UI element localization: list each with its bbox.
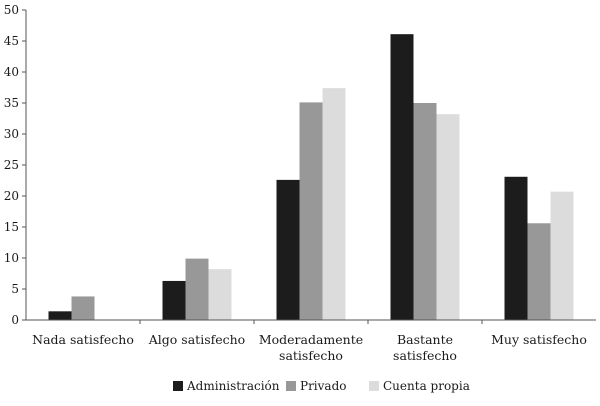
legend-swatch (173, 381, 183, 391)
x-tick-label: Muy satisfecho (491, 332, 587, 347)
bar-administraci-n (390, 34, 414, 321)
x-tick-label-line: Bastante (397, 332, 453, 347)
y-tick-label: 30 (4, 127, 19, 141)
y-axis: 0 5 10 15 20 25 30 35 40 45 50 (4, 3, 27, 327)
y-tick-label: 35 (4, 96, 19, 110)
bar-administraci-n (48, 311, 72, 320)
x-tick-label-line: Nada satisfecho (32, 332, 134, 347)
y-tick-label: 40 (4, 65, 19, 79)
y-tick-label: 20 (4, 189, 19, 203)
y-tick-label: 10 (4, 251, 19, 265)
legend-item: Privado (286, 379, 347, 393)
legend: Administración Privado Cuenta propia (173, 379, 470, 393)
category-group (48, 296, 95, 320)
x-tick-label: Moderadamente satisfecho (259, 332, 363, 363)
x-tick-label-line: Algo satisfecho (148, 332, 245, 347)
x-tick-label: Algo satisfecho (148, 332, 245, 347)
y-tick-label: 15 (4, 220, 19, 234)
legend-swatch (286, 381, 296, 391)
legend-item: Cuenta propia (369, 379, 470, 393)
bar-administraci-n (162, 280, 186, 320)
bar-privado (527, 223, 551, 320)
bar-privado (413, 103, 437, 320)
bar-privado (185, 258, 209, 320)
category-group (504, 176, 574, 320)
bar-cuenta-propia (322, 88, 346, 321)
y-tick-label: 25 (4, 158, 19, 172)
bars (48, 34, 574, 321)
y-tick-label: 5 (11, 282, 19, 296)
legend-label: Administración (186, 379, 280, 393)
legend-label: Privado (300, 379, 347, 393)
bar-cuenta-propia (208, 269, 232, 320)
bar-cuenta-propia (550, 191, 574, 320)
x-tick-label-line: satisfecho (393, 348, 457, 363)
category-group (162, 258, 232, 320)
category-group (276, 88, 346, 321)
legend-item: Administración (173, 379, 280, 393)
bar-cuenta-propia (436, 114, 460, 320)
x-tick-label: Nada satisfecho (32, 332, 134, 347)
y-tick-label: 45 (4, 34, 19, 48)
bar-administraci-n (504, 176, 528, 320)
x-tick-label: Bastante satisfecho (393, 332, 457, 363)
bar-privado (299, 102, 323, 320)
bar-privado (71, 296, 95, 320)
x-tick-label-line: Muy satisfecho (491, 332, 587, 347)
y-tick-label: 0 (11, 313, 19, 327)
x-tick-label-line: Moderadamente (259, 332, 363, 347)
legend-label: Cuenta propia (383, 379, 470, 393)
legend-swatch (369, 381, 379, 391)
x-tick-label-line: satisfecho (279, 348, 343, 363)
bar-administraci-n (276, 179, 300, 320)
x-axis: Nada satisfecho Algo satisfecho Moderadame… (26, 319, 596, 363)
y-tick-label: 50 (4, 3, 19, 17)
category-group (390, 34, 460, 321)
